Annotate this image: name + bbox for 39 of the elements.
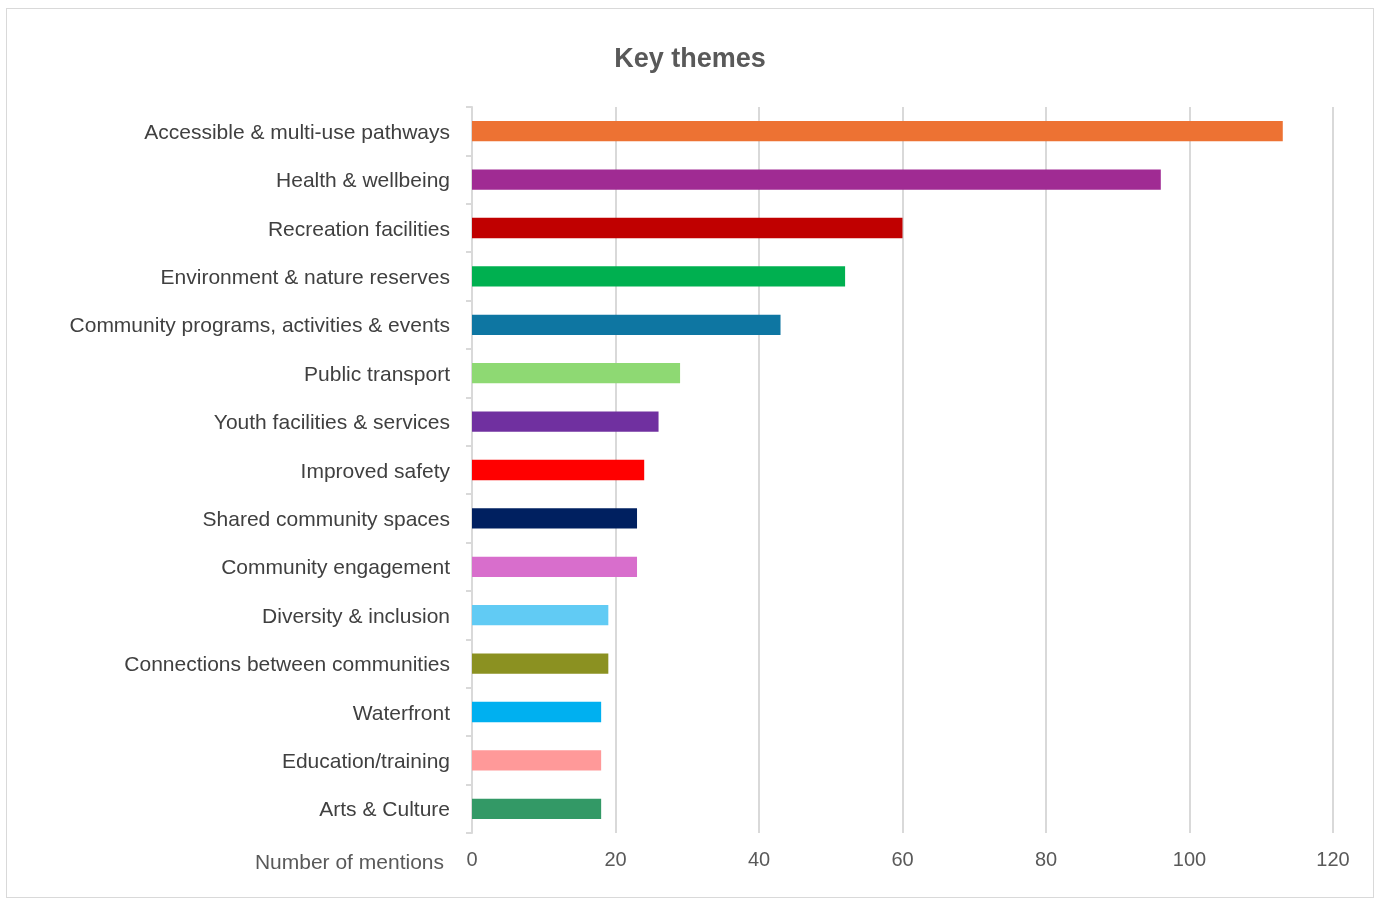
y-tick-label: Diversity & inclusion [262, 603, 450, 627]
y-tick-label: Community engagement [221, 555, 451, 579]
bar [472, 169, 1161, 190]
x-tick-label: 60 [891, 848, 914, 870]
y-tick-label: Shared community spaces [202, 506, 450, 530]
y-tick-label: Community programs, activities & events [69, 313, 450, 337]
x-tick-label: 80 [1034, 848, 1058, 870]
y-tick-label: Waterfront [352, 700, 451, 724]
x-tick-label: 20 [604, 848, 627, 870]
chart-title: Key themes [614, 42, 766, 73]
y-tick-label: Public transport [304, 361, 451, 385]
y-tick-label: Accessible & multi-use pathways [144, 119, 450, 143]
bar [472, 363, 681, 384]
y-tick-label: Education/training [281, 748, 450, 772]
bar [472, 750, 602, 771]
y-tick-label: Improved safety [300, 458, 451, 482]
bar [472, 508, 638, 529]
bar [472, 266, 846, 287]
bar [472, 459, 645, 481]
y-tick-label: Recreation facilities [267, 216, 450, 240]
bar [472, 798, 602, 819]
x-tick-label: 100 [1172, 848, 1207, 870]
y-tick-label: Connections between communities [124, 652, 450, 676]
y-tick-label: Youth facilities & services [213, 410, 450, 434]
x-tick-label: 120 [1316, 848, 1350, 870]
y-tick-label: Environment & nature reserves [160, 264, 450, 288]
x-tick-label: 0 [466, 848, 478, 870]
y-tick-label: Health & wellbeing [276, 168, 450, 192]
bar [472, 605, 609, 626]
bar [472, 653, 609, 674]
y-tick-label: Arts & Culture [319, 797, 450, 821]
x-axis-title: Number of mentions [254, 850, 444, 873]
bar [472, 701, 602, 723]
bar [472, 314, 781, 335]
bar [472, 411, 659, 432]
bar [472, 217, 903, 239]
bar [472, 556, 638, 577]
bar [472, 121, 1283, 142]
x-tick-label: 40 [747, 848, 771, 870]
